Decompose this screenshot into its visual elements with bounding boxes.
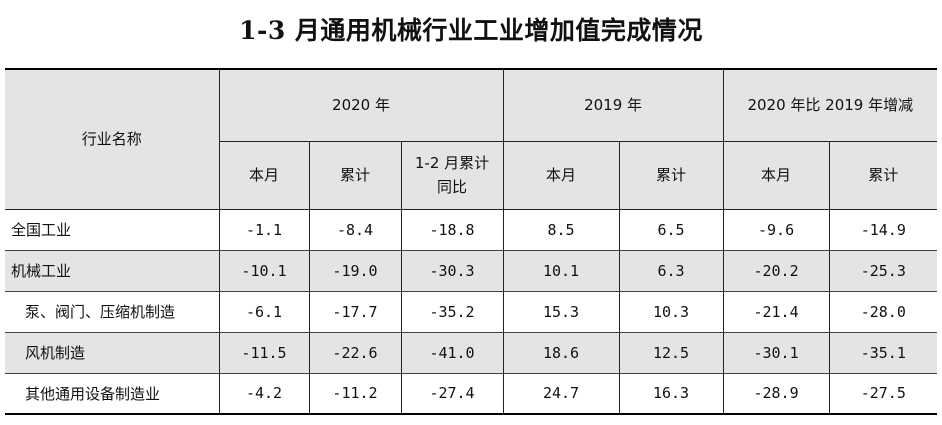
table-cell: -1.1: [219, 209, 310, 251]
table-cell: 18.6: [503, 332, 620, 374]
row-name: 全国工业: [5, 209, 220, 251]
table-row: 泵、阀门、压缩机制造 -6.1 -17.7 -35.2 15.3 10.3 -2…: [5, 291, 938, 333]
table-cell: -4.2: [219, 373, 310, 415]
header-change-month: 本月: [723, 141, 830, 210]
table-cell: 8.5: [503, 209, 620, 251]
table-cell: 12.5: [619, 332, 724, 374]
table-cell: -18.8: [401, 209, 504, 251]
table-cell: 16.3: [619, 373, 724, 415]
header-change-cumulative: 累计: [829, 141, 938, 210]
table-cell: -35.1: [829, 332, 938, 374]
row-name: 机械工业: [5, 250, 220, 292]
header-industry-name: 行业名称: [5, 68, 220, 210]
header-group-2020: 2020 年: [219, 68, 504, 142]
table-row: 其他通用设备制造业 -4.2 -11.2 -27.4 24.7 16.3 -28…: [5, 373, 938, 415]
table-cell: -21.4: [723, 291, 830, 333]
table-cell: -19.0: [309, 250, 402, 292]
table-cell: 6.5: [619, 209, 724, 251]
header-2020-jan-feb-yoy: 1-2 月累计同比: [401, 141, 504, 210]
header-2020-month: 本月: [219, 141, 310, 210]
table-cell: -41.0: [401, 332, 504, 374]
row-name: 风机制造: [5, 332, 220, 374]
table-row: 机械工业 -10.1 -19.0 -30.3 10.1 6.3 -20.2 -2…: [5, 250, 938, 292]
table-cell: -9.6: [723, 209, 830, 251]
data-table: 行业名称 2020 年 2019 年 2020 年比 2019 年增减 本月 累…: [5, 68, 938, 415]
table-row: 全国工业 -1.1 -8.4 -18.8 8.5 6.5 -9.6 -14.9: [5, 209, 938, 251]
header-group-2019: 2019 年: [503, 68, 724, 142]
table-cell: -22.6: [309, 332, 402, 374]
row-name: 其他通用设备制造业: [5, 373, 220, 415]
page-title: 1-3 月通用机械行业工业增加值完成情况: [239, 16, 703, 45]
table-cell: -30.1: [723, 332, 830, 374]
table-cell: 24.7: [503, 373, 620, 415]
table-cell: -17.7: [309, 291, 402, 333]
header-2019-cumulative: 累计: [619, 141, 724, 210]
table-cell: 15.3: [503, 291, 620, 333]
table-cell: 10.3: [619, 291, 724, 333]
table-cell: 10.1: [503, 250, 620, 292]
table-cell: -27.5: [829, 373, 938, 415]
table-cell: -10.1: [219, 250, 310, 292]
row-name: 泵、阀门、压缩机制造: [5, 291, 220, 333]
table-cell: -28.0: [829, 291, 938, 333]
table-cell: -11.2: [309, 373, 402, 415]
table-row: 风机制造 -11.5 -22.6 -41.0 18.6 12.5 -30.1 -…: [5, 332, 938, 374]
table-cell: -30.3: [401, 250, 504, 292]
header-2019-month: 本月: [503, 141, 620, 210]
table-cell: -8.4: [309, 209, 402, 251]
table-cell: -6.1: [219, 291, 310, 333]
table-cell: -27.4: [401, 373, 504, 415]
table-cell: -35.2: [401, 291, 504, 333]
table-cell: -20.2: [723, 250, 830, 292]
table-cell: 6.3: [619, 250, 724, 292]
header-group-change: 2020 年比 2019 年增减: [723, 68, 938, 142]
table-cell: -11.5: [219, 332, 310, 374]
header-2020-cumulative: 累计: [309, 141, 402, 210]
table-cell: -28.9: [723, 373, 830, 415]
table-cell: -25.3: [829, 250, 938, 292]
table-cell: -14.9: [829, 209, 938, 251]
